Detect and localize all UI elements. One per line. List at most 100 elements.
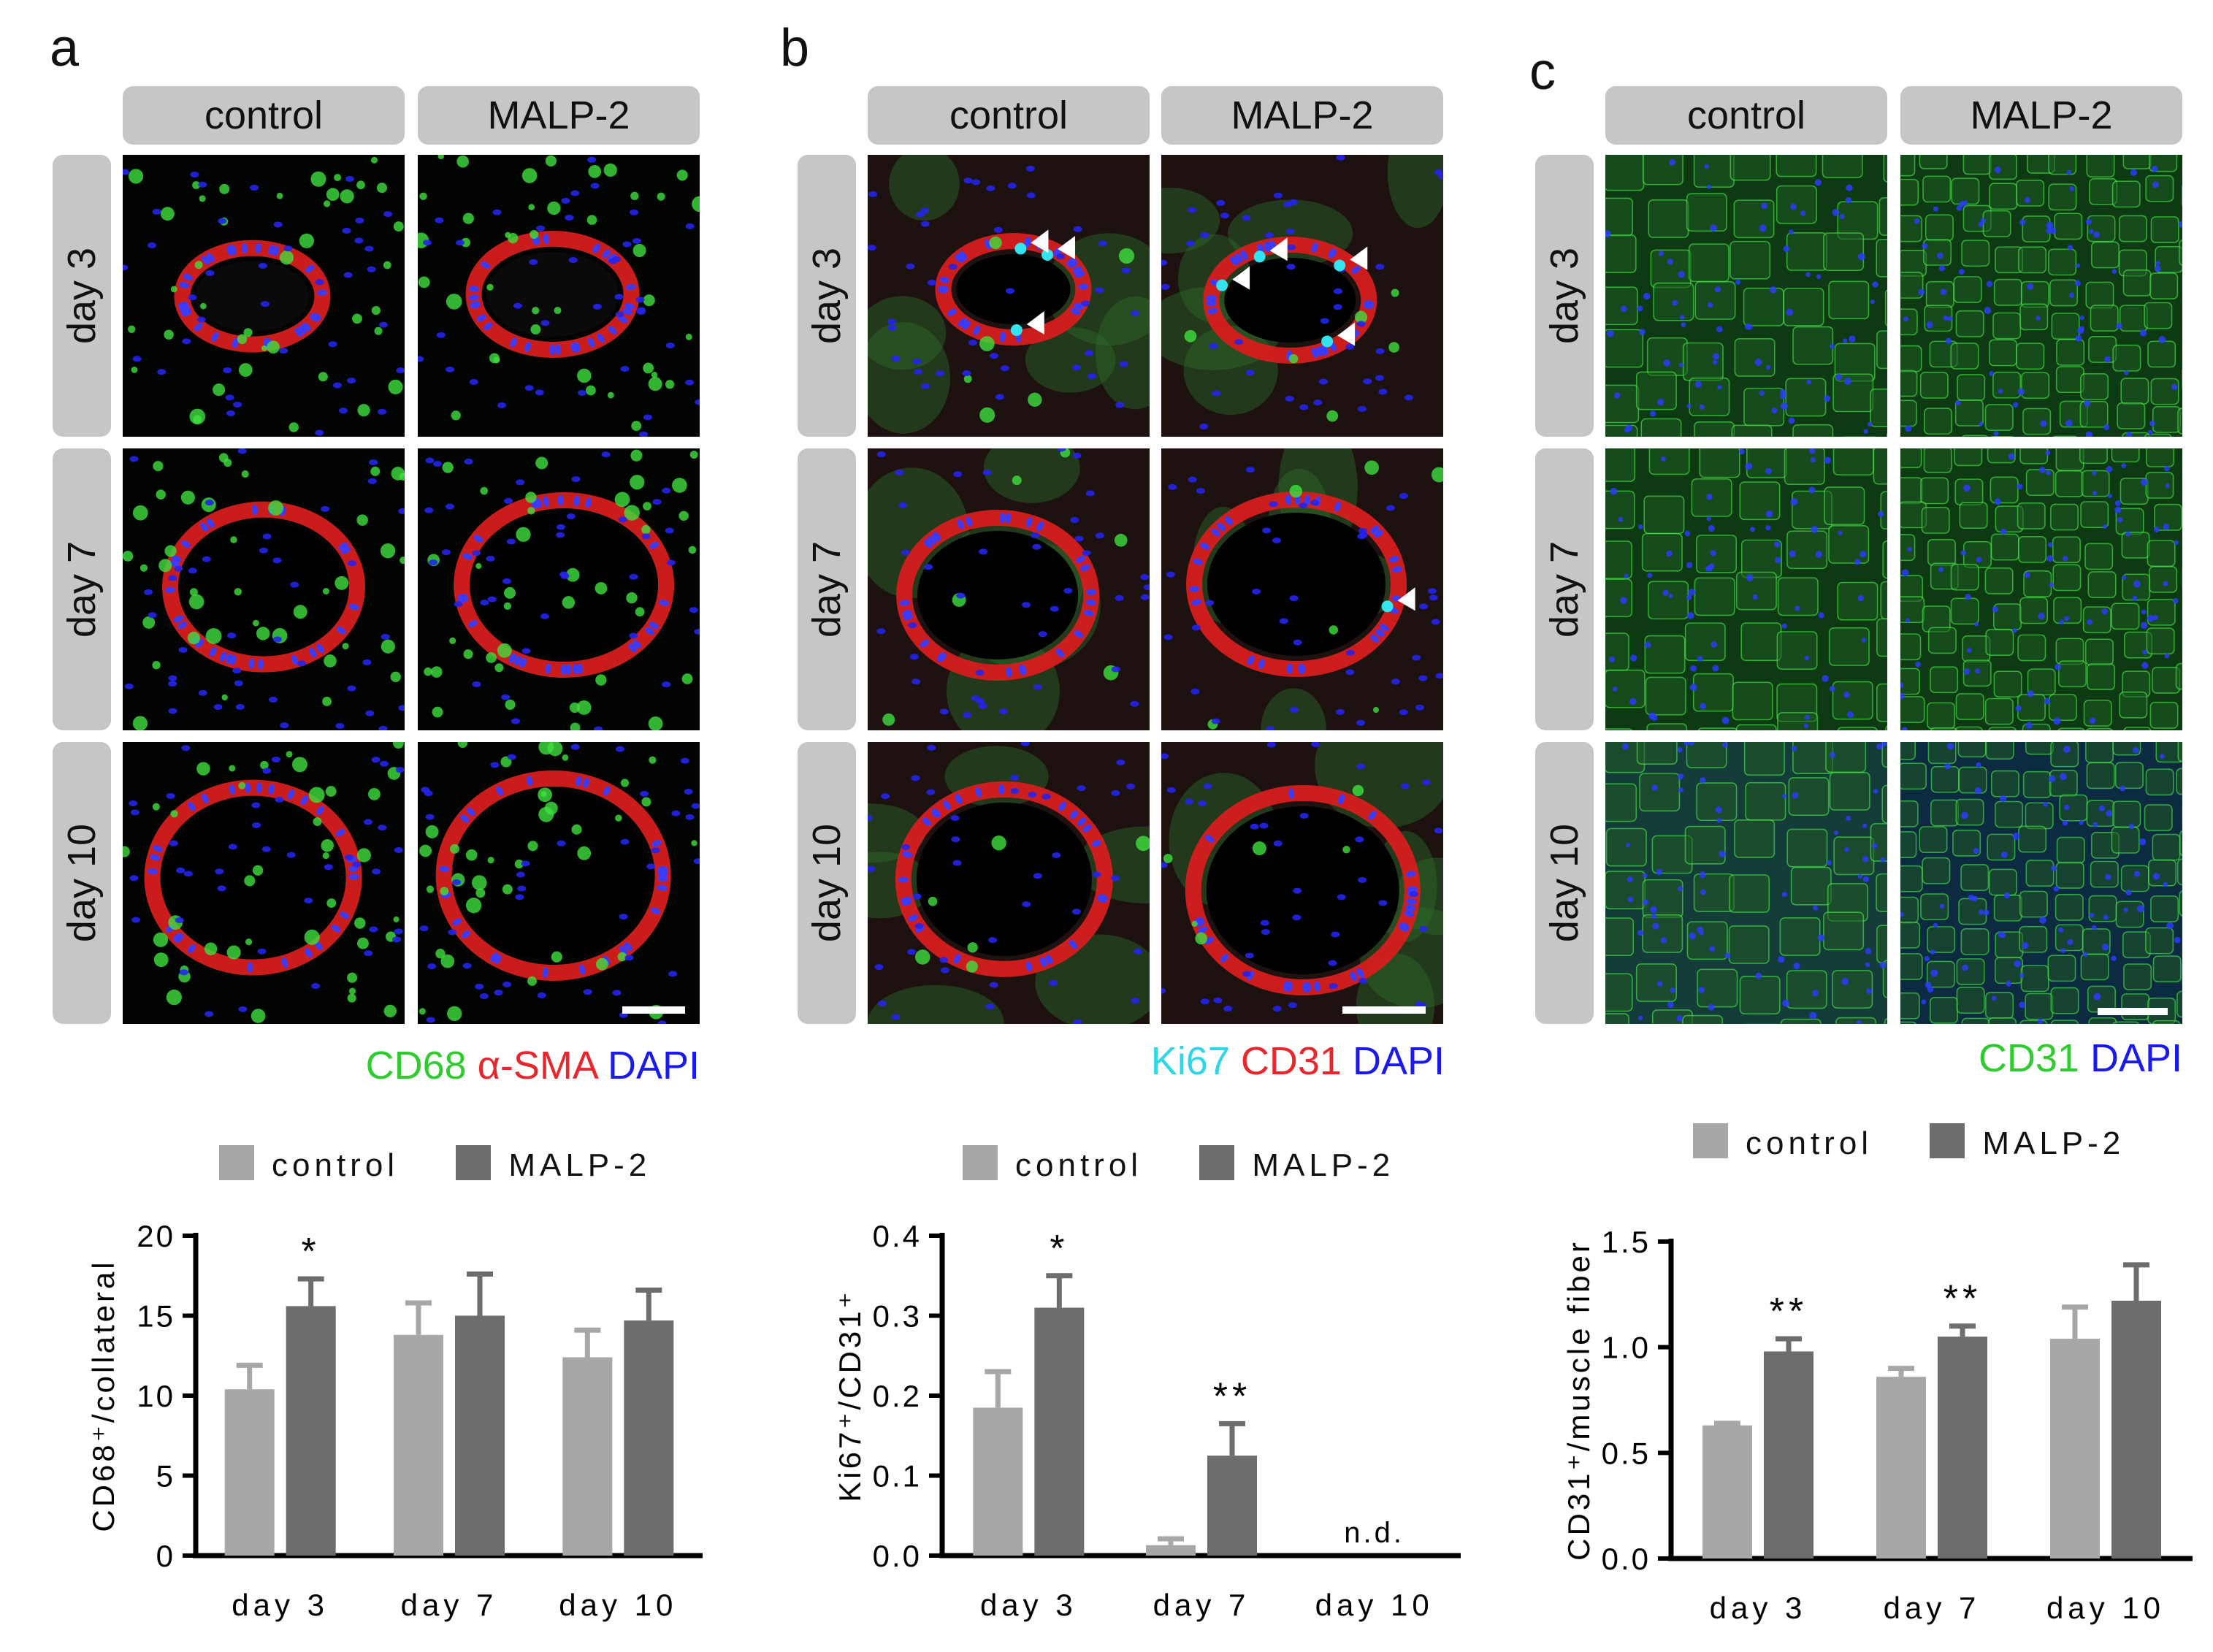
bar-malp2 xyxy=(1764,1351,1813,1559)
column-header-control-b: control xyxy=(868,86,1150,145)
stain-cd68-label: CD68 xyxy=(365,1044,467,1087)
legend-item-control: control xyxy=(963,1145,1142,1184)
panel-label-c: c xyxy=(1529,42,1556,101)
x-tick-label: day 10 xyxy=(559,1588,677,1622)
legend-swatch-malp2 xyxy=(1930,1123,1965,1158)
micrograph-tile xyxy=(868,742,1150,1024)
row-header-text: day 10 xyxy=(60,823,104,943)
x-tick-label: day 3 xyxy=(1710,1591,1807,1625)
legend-label-control: control xyxy=(1746,1125,1873,1161)
micrograph-image xyxy=(123,742,405,1024)
arrowhead-marker xyxy=(1031,229,1049,253)
panel-label-b: b xyxy=(780,19,810,77)
micrograph-tile xyxy=(418,155,700,437)
legend-item-malp2: MALP-2 xyxy=(1930,1123,2125,1162)
row-header-day7-c: day 7 xyxy=(1535,448,1594,730)
stain-dapi-label: DAPI xyxy=(1341,1039,1445,1083)
micrograph-image xyxy=(1900,448,2182,730)
stain-cd31-label: CD31 xyxy=(1229,1039,1342,1083)
scale-bar-c xyxy=(2098,1008,2168,1015)
micrograph-image xyxy=(1161,448,1443,730)
legend-swatch-control xyxy=(219,1145,254,1180)
micrograph-image xyxy=(1161,742,1443,1024)
row-header-day10-b: day 10 xyxy=(798,742,856,1024)
micrograph-image xyxy=(1161,155,1443,437)
y-tick-label: 0.1 xyxy=(873,1459,922,1494)
micrograph-image xyxy=(1605,742,1887,1024)
micrograph-image xyxy=(868,448,1150,730)
arrowhead-marker xyxy=(1397,587,1415,611)
legend-item-malp2: MALP-2 xyxy=(456,1145,651,1184)
y-tick-label: 10 xyxy=(137,1379,175,1413)
legend-swatch-control xyxy=(1693,1123,1728,1158)
legend-label-control: control xyxy=(272,1147,400,1183)
arrowhead-marker xyxy=(1232,266,1250,290)
x-tick-label: day 10 xyxy=(2046,1591,2165,1625)
row-header-day7-b: day 7 xyxy=(798,448,856,730)
bar-malp2 xyxy=(286,1306,336,1556)
micrograph-image xyxy=(418,155,700,437)
arrowhead-marker xyxy=(1269,237,1288,261)
arrowhead-marker xyxy=(1337,322,1356,346)
x-tick-label: day 7 xyxy=(1884,1591,1981,1625)
significance-marker: ** xyxy=(1943,1278,1981,1320)
y-tick-label: 1.0 xyxy=(1602,1331,1651,1365)
bar-control xyxy=(1876,1377,1926,1559)
row-header-day10-a: day 10 xyxy=(53,742,111,1024)
y-axis-label: CD31⁺/muscle fiber xyxy=(1562,1239,1596,1561)
bar-control xyxy=(394,1334,443,1556)
y-axis-label: Ki67⁺/CD31⁺ xyxy=(833,1289,867,1502)
stain-ki67-label: Ki67 xyxy=(1150,1039,1230,1083)
stain-legend-a: CD68 α-SMA DAPI xyxy=(366,1043,700,1088)
y-axis-label: CD68⁺/collateral xyxy=(86,1259,121,1531)
y-tick-label: 0.0 xyxy=(873,1539,922,1573)
y-tick-label: 0.3 xyxy=(873,1299,922,1334)
stain-legend-c: CD31 DAPI xyxy=(1979,1036,2182,1081)
stain-asma-label: α-SMA xyxy=(466,1044,597,1087)
panel-label-a: a xyxy=(50,19,80,77)
micrograph-image xyxy=(418,448,700,730)
stain-dapi-label: DAPI xyxy=(2079,1036,2182,1080)
legend-label-malp2: MALP-2 xyxy=(508,1147,651,1183)
legend-item-control: control xyxy=(1693,1123,1873,1162)
column-header-malp2-a: MALP-2 xyxy=(418,86,700,145)
stain-cd31-label: CD31 xyxy=(1978,1036,2079,1080)
bar-chart-b: 0.0 0.1 0.2 0.3 0.4 Ki67⁺/CD31⁺ * day 3 ** day 7 n… xyxy=(833,1219,1461,1622)
arrowhead-marker xyxy=(1058,235,1076,259)
bar-malp2 xyxy=(455,1315,505,1556)
micrograph-tile xyxy=(1161,448,1443,730)
micrograph-tile xyxy=(1900,448,2182,730)
micrograph-image xyxy=(1605,155,1887,437)
arrowhead-marker xyxy=(1026,310,1044,334)
arrowhead-marker xyxy=(1350,246,1368,270)
y-tick-label: 15 xyxy=(137,1299,175,1334)
micrograph-tile xyxy=(123,155,405,437)
y-tick-label: 1.5 xyxy=(1602,1225,1651,1259)
y-tick-label: 0.4 xyxy=(873,1219,922,1253)
row-header-text: day 10 xyxy=(805,823,849,943)
column-header-malp2-c: MALP-2 xyxy=(1900,86,2182,145)
chart-legend-c: control MALP-2 xyxy=(1693,1123,2168,1162)
scale-bar-b xyxy=(1342,1006,1426,1014)
stain-legend-b: Ki67 CD31 DAPI xyxy=(1151,1039,1445,1084)
micrograph-tile xyxy=(868,448,1150,730)
x-tick-label: day 3 xyxy=(232,1588,329,1622)
bar-control xyxy=(1146,1545,1196,1556)
y-tick-label: 0.5 xyxy=(1602,1436,1651,1470)
micrograph-tile xyxy=(1900,742,2182,1024)
bar-control xyxy=(562,1357,613,1556)
bar-malp2 xyxy=(2111,1301,2161,1559)
micrograph-tile xyxy=(1161,742,1443,1024)
micrograph-tile xyxy=(1900,155,2182,437)
micrograph-tile xyxy=(418,742,700,1024)
micrograph-tile xyxy=(868,155,1150,437)
significance-marker: * xyxy=(302,1231,321,1273)
micrograph-tile xyxy=(1605,742,1887,1024)
row-header-day3-a: day 3 xyxy=(53,155,111,437)
micrograph-image xyxy=(868,155,1150,437)
micrograph-tile xyxy=(1605,155,1887,437)
bar-malp2 xyxy=(1938,1336,1987,1559)
micrograph-image xyxy=(418,742,700,1024)
micrograph-image xyxy=(1605,448,1887,730)
